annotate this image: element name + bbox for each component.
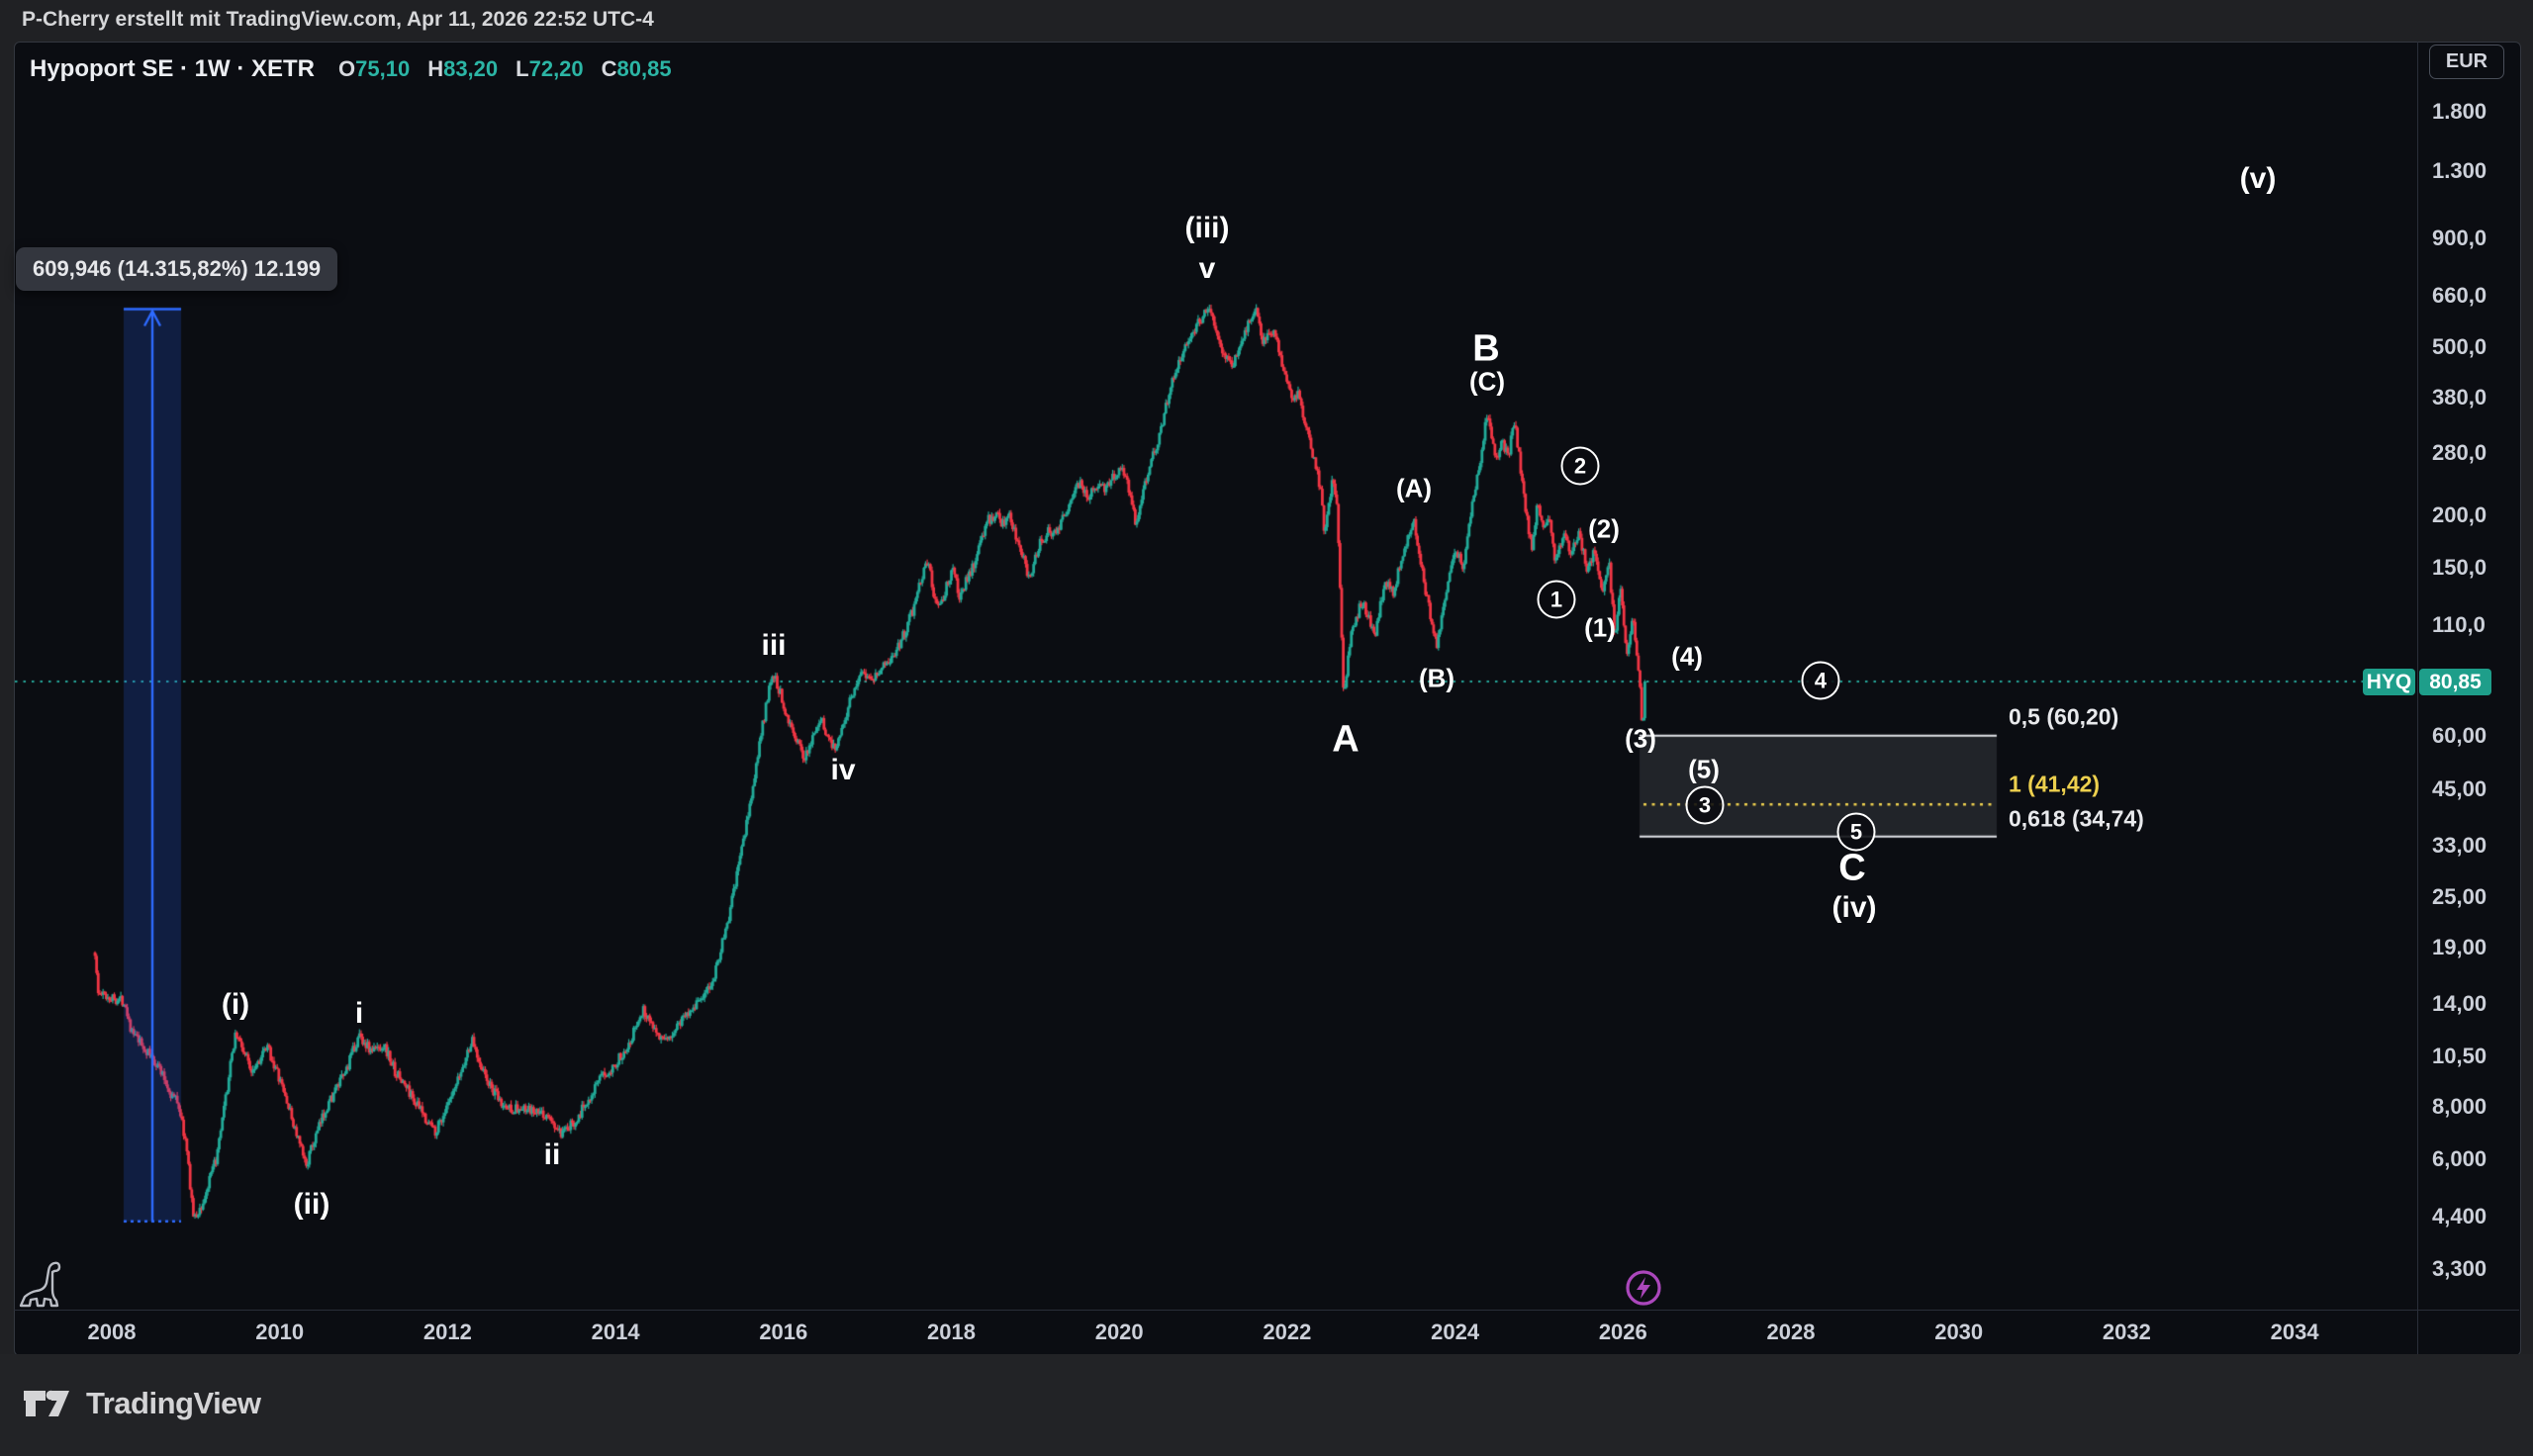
wave-label[interactable]: (2) xyxy=(1588,513,1620,544)
price-tick: 4,400 xyxy=(2432,1203,2487,1228)
ohlc-key: H xyxy=(427,56,444,81)
time-tick: 2018 xyxy=(927,1320,976,1344)
wave-label[interactable]: (5) xyxy=(1688,754,1720,784)
wave-label[interactable]: i xyxy=(354,997,364,1030)
wave-label[interactable]: iii xyxy=(761,629,787,662)
wave-label[interactable]: (1) xyxy=(1584,612,1616,643)
wave-label[interactable]: (A) xyxy=(1395,473,1433,503)
fib-level-label: 1 (41,42) xyxy=(2009,771,2101,797)
ohlc-key: O xyxy=(338,56,356,81)
time-tick: 2032 xyxy=(2102,1320,2151,1344)
wave-label[interactable]: v xyxy=(1198,252,1216,285)
price-tick: 280,0 xyxy=(2432,440,2487,466)
price-tick: 3,300 xyxy=(2432,1255,2487,1281)
time-tick: 2022 xyxy=(1263,1320,1312,1344)
time-tick: 2024 xyxy=(1431,1320,1480,1344)
ohlc-value: 75,10 xyxy=(355,56,411,81)
price-tick: 6,000 xyxy=(2432,1145,2487,1171)
price-tick: 1.800 xyxy=(2432,98,2487,124)
price-tick: 150,0 xyxy=(2432,555,2487,581)
wave-label[interactable]: B xyxy=(1472,327,1500,370)
wave-label[interactable]: (B) xyxy=(1418,663,1455,693)
ohlc-item: C80,85 xyxy=(602,56,672,82)
ohlc-value: 80,85 xyxy=(616,56,672,81)
symbol-title: Hypoport SE · 1W · XETR xyxy=(30,55,315,82)
fib-level-label: 0,618 (34,74) xyxy=(2009,805,2144,832)
time-tick: 2016 xyxy=(759,1320,808,1344)
wave-label[interactable]: 5 xyxy=(1836,812,1876,852)
wave-label[interactable]: (4) xyxy=(1671,641,1703,672)
time-tick: 2020 xyxy=(1094,1320,1144,1344)
wave-label[interactable]: 2 xyxy=(1560,446,1600,486)
price-tick: 14,00 xyxy=(2432,990,2487,1016)
time-tick: 2012 xyxy=(422,1320,472,1344)
price-tick: 1.300 xyxy=(2432,158,2487,184)
symbol-bar: Hypoport SE · 1W · XETR O75,10 H83,20 L72,… xyxy=(30,55,672,83)
ohlc-item: H83,20 xyxy=(427,56,498,82)
price-tick: 200,0 xyxy=(2432,501,2487,527)
tradingview-logo-link[interactable]: TradingView xyxy=(24,1386,261,1421)
wave-label[interactable]: (i) xyxy=(221,988,250,1021)
idea-flash-icon[interactable] xyxy=(1624,1268,1663,1313)
wave-label[interactable]: (ii) xyxy=(293,1188,330,1221)
price-tick: 660,0 xyxy=(2432,283,2487,309)
range-measurement-tooltip: 609,946 (14.315,82%) 12.199 xyxy=(16,247,338,291)
price-tick: 900,0 xyxy=(2432,226,2487,251)
wave-label[interactable]: (v) xyxy=(2239,162,2277,195)
chart-pane[interactable] xyxy=(14,42,2521,1356)
last-price-badge: 80,85 xyxy=(2419,669,2491,695)
ohlc-item: O75,10 xyxy=(338,56,410,82)
time-tick: 2034 xyxy=(2270,1320,2319,1344)
tradingview-logo-icon xyxy=(24,1390,69,1416)
wave-label[interactable]: iv xyxy=(830,754,856,786)
ohlc-item: L72,20 xyxy=(516,56,584,82)
time-tick: 2010 xyxy=(255,1320,305,1344)
wave-label[interactable]: 3 xyxy=(1685,785,1725,825)
wave-label[interactable]: C xyxy=(1838,847,1866,889)
wave-label[interactable]: A xyxy=(1332,718,1360,761)
ohlc-key: C xyxy=(601,56,617,81)
price-tick: 60,00 xyxy=(2432,723,2487,749)
wave-label[interactable]: (iii) xyxy=(1184,212,1230,244)
price-tick: 45,00 xyxy=(2432,775,2487,801)
price-tick: 19,00 xyxy=(2432,934,2487,959)
price-tick: 380,0 xyxy=(2432,384,2487,410)
wave-label[interactable]: 4 xyxy=(1801,661,1840,700)
price-tick: 110,0 xyxy=(2432,611,2486,637)
ohlc-value: 83,20 xyxy=(443,56,499,81)
ticker-badge: HYQ xyxy=(2363,669,2415,695)
price-tick: 25,00 xyxy=(2432,883,2487,909)
price-tick: 500,0 xyxy=(2432,333,2487,359)
time-tick: 2026 xyxy=(1598,1320,1647,1344)
wave-label[interactable]: 1 xyxy=(1537,580,1576,619)
time-tick: 2028 xyxy=(1766,1320,1816,1344)
credit-line: P-Cherry erstellt mit TradingView.com, A… xyxy=(22,8,654,31)
ohlc-value: 72,20 xyxy=(528,56,584,81)
price-tick: 33,00 xyxy=(2432,833,2487,859)
wave-label[interactable]: ii xyxy=(543,1138,561,1171)
wave-label[interactable]: (3) xyxy=(1625,723,1656,754)
time-tick: 2030 xyxy=(1934,1320,1984,1344)
time-axis-separator xyxy=(14,1310,2519,1311)
tradingview-brand-text: TradingView xyxy=(86,1386,261,1420)
fib-level-label: 0,5 (60,20) xyxy=(2009,703,2119,730)
price-tick: 10,50 xyxy=(2432,1044,2487,1069)
price-tick: 8,000 xyxy=(2432,1093,2487,1119)
wave-label[interactable]: (iv) xyxy=(1831,891,1877,924)
wave-label[interactable]: (C) xyxy=(1468,366,1506,397)
time-tick: 2008 xyxy=(87,1320,137,1344)
ohlc-key: L xyxy=(516,56,529,81)
ohlc-values: O75,10 H83,20 L72,20 C80,85 xyxy=(338,56,672,82)
footer-bar: TradingView xyxy=(0,1354,2533,1456)
price-axis-separator xyxy=(2417,42,2418,1354)
currency-button[interactable]: EUR xyxy=(2429,45,2504,79)
dinosaur-icon xyxy=(18,1260,65,1315)
time-tick: 2014 xyxy=(591,1320,640,1344)
